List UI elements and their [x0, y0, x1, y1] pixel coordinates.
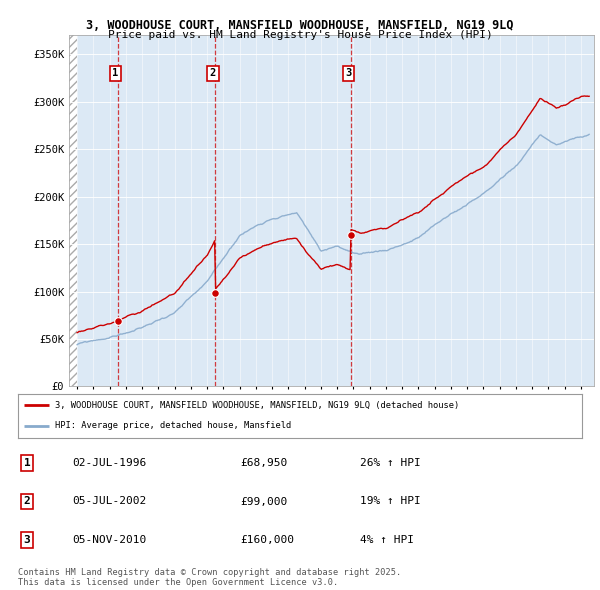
Text: 4% ↑ HPI: 4% ↑ HPI: [360, 535, 414, 545]
Text: 3: 3: [346, 68, 352, 78]
Text: HPI: Average price, detached house, Mansfield: HPI: Average price, detached house, Mans…: [55, 421, 291, 430]
Text: £68,950: £68,950: [240, 458, 287, 468]
Text: 05-JUL-2002: 05-JUL-2002: [72, 497, 146, 506]
Text: 3, WOODHOUSE COURT, MANSFIELD WOODHOUSE, MANSFIELD, NG19 9LQ (detached house): 3, WOODHOUSE COURT, MANSFIELD WOODHOUSE,…: [55, 401, 459, 410]
Text: 05-NOV-2010: 05-NOV-2010: [72, 535, 146, 545]
Text: 1: 1: [23, 458, 31, 468]
Text: 2: 2: [23, 497, 31, 506]
Text: 26% ↑ HPI: 26% ↑ HPI: [360, 458, 421, 468]
Text: £160,000: £160,000: [240, 535, 294, 545]
Text: 1: 1: [112, 68, 118, 78]
Text: £99,000: £99,000: [240, 497, 287, 506]
Text: Contains HM Land Registry data © Crown copyright and database right 2025.
This d: Contains HM Land Registry data © Crown c…: [18, 568, 401, 587]
Bar: [69, 35, 77, 386]
Text: 02-JUL-1996: 02-JUL-1996: [72, 458, 146, 468]
Text: 2: 2: [210, 68, 216, 78]
Text: 19% ↑ HPI: 19% ↑ HPI: [360, 497, 421, 506]
Text: 3: 3: [23, 535, 31, 545]
Text: 3, WOODHOUSE COURT, MANSFIELD WOODHOUSE, MANSFIELD, NG19 9LQ: 3, WOODHOUSE COURT, MANSFIELD WOODHOUSE,…: [86, 19, 514, 32]
Text: Price paid vs. HM Land Registry's House Price Index (HPI): Price paid vs. HM Land Registry's House …: [107, 30, 493, 40]
